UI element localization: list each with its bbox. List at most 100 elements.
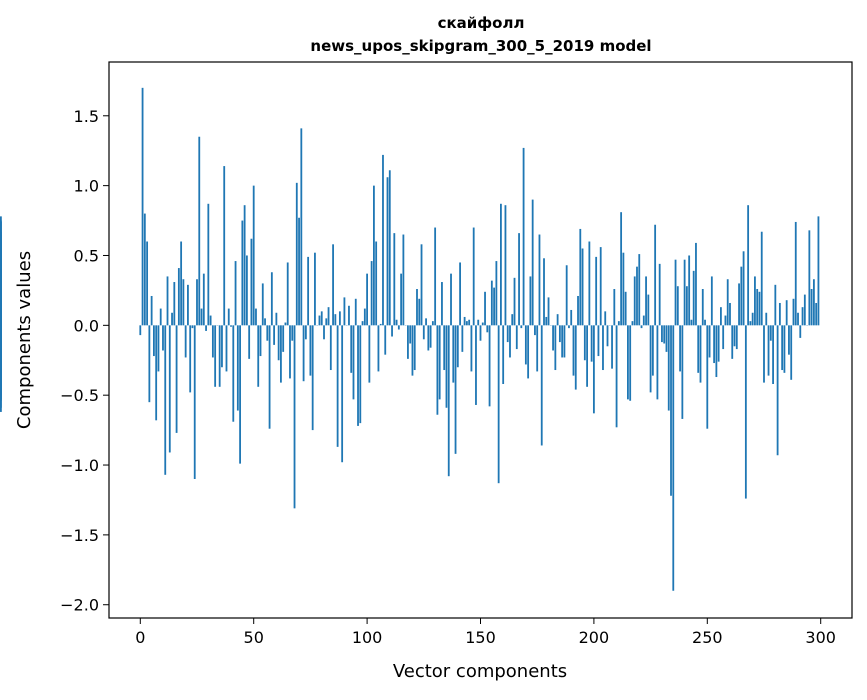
bar-116 (402, 235, 404, 326)
bar-140 (457, 325, 459, 367)
bar-289 (795, 222, 797, 325)
bar-213 (622, 253, 624, 326)
bar-299 (818, 216, 820, 325)
bar-220 (638, 254, 640, 325)
bar-88 (339, 311, 341, 325)
bar-82 (325, 318, 327, 325)
bar-44 (239, 325, 241, 463)
bar-177 (541, 325, 543, 445)
bar-51 (255, 309, 257, 326)
bar-100 (366, 274, 368, 326)
bar-14 (171, 313, 173, 326)
bar-290 (797, 313, 799, 326)
bar-232 (666, 325, 668, 352)
bar-174 (534, 325, 536, 335)
bar-279 (772, 325, 774, 384)
bar-252 (711, 276, 713, 325)
bar-173 (532, 200, 534, 326)
y-tick-label-2: −1.0 (60, 456, 99, 475)
bar-43 (237, 325, 239, 410)
bar-49 (251, 239, 253, 326)
bar-282 (779, 303, 781, 325)
bar-285 (786, 300, 788, 325)
bar-109 (387, 177, 389, 325)
bar-72 (303, 325, 305, 381)
bar-170 (525, 325, 527, 364)
bar-227 (654, 225, 656, 326)
bar-262 (734, 325, 736, 346)
bar-22 (189, 325, 191, 392)
bar-260 (729, 303, 731, 325)
bar-130 (434, 228, 436, 326)
bar-179 (545, 317, 547, 325)
bar-65 (287, 262, 289, 325)
bar-208 (611, 325, 613, 368)
bar-255 (718, 325, 720, 361)
bar-124 (421, 244, 423, 325)
bar-24 (194, 325, 196, 479)
bar-275 (763, 325, 765, 382)
bar-166 (516, 325, 518, 349)
bar-55 (264, 318, 266, 325)
bar-1 (142, 88, 144, 325)
bar-298 (815, 303, 817, 325)
bar-180 (548, 297, 550, 325)
bar-139 (455, 325, 457, 454)
bar-198 (588, 242, 590, 326)
bar-246 (697, 325, 699, 373)
bar-268 (747, 205, 749, 325)
bar-0 (139, 325, 141, 335)
bar-107 (382, 155, 384, 325)
y-tick-label-1: −1.5 (60, 526, 99, 545)
y-tick-label-5: 0.5 (74, 246, 99, 265)
bar-67 (291, 325, 293, 340)
bar-161 (505, 205, 507, 325)
bar-143 (464, 317, 466, 325)
bar-287 (790, 325, 792, 379)
bar-77 (314, 253, 316, 326)
bar-196 (584, 325, 586, 360)
bar-269 (749, 321, 751, 325)
bar-167 (518, 233, 520, 325)
bar-188 (566, 265, 568, 325)
bar-41 (232, 325, 234, 421)
x-tick-label-100: 100 (352, 628, 383, 647)
bar-73 (305, 325, 307, 339)
bar-84 (330, 325, 332, 370)
bar-4 (148, 325, 150, 402)
bar-202 (598, 325, 600, 356)
bar-16 (176, 325, 178, 433)
bar-31 (210, 316, 212, 326)
bar-195 (582, 249, 584, 326)
bar-159 (500, 204, 502, 326)
bar-197 (586, 325, 588, 386)
bar-40 (230, 325, 232, 326)
bar-210 (616, 325, 618, 427)
bar-288 (793, 299, 795, 326)
bar-94 (353, 325, 355, 399)
bar-76 (312, 325, 314, 430)
bar-281 (777, 325, 779, 455)
bar-3 (146, 242, 148, 326)
bar-256 (720, 307, 722, 325)
bar-163 (509, 325, 511, 357)
bar-224 (647, 295, 649, 326)
bar-191 (573, 325, 575, 375)
bar-187 (564, 325, 566, 357)
bar-331 (0, 325, 2, 412)
bar-83 (328, 307, 330, 325)
bar-48 (248, 325, 250, 359)
bar-33 (214, 325, 216, 386)
bar-214 (625, 292, 627, 326)
bar-189 (568, 325, 570, 328)
bar-87 (337, 325, 339, 447)
bar-136 (448, 325, 450, 476)
bar-119 (409, 325, 411, 343)
bar-152 (484, 292, 486, 326)
bar-28 (203, 274, 205, 326)
bar-261 (731, 325, 733, 359)
bar-74 (307, 257, 309, 325)
bar-47 (246, 255, 248, 325)
bar-59 (273, 325, 275, 345)
